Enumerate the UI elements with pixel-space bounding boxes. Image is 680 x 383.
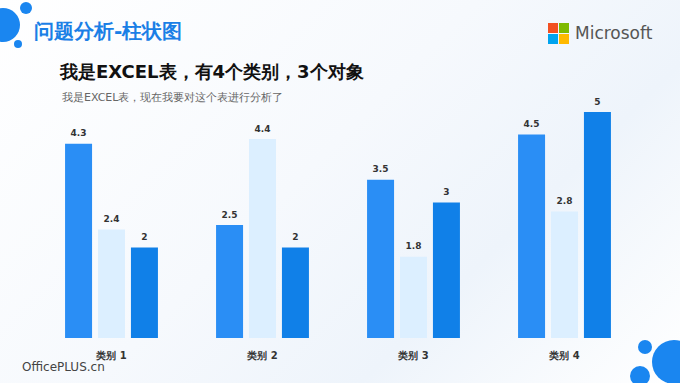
html-text:问题分析-柱状图: 问题分析-柱状图 [34,19,183,43]
svg-text:类别 1: 类别 1 [95,350,126,361]
svg-text:类别 3: 类别 3 [397,350,428,361]
svg-text:4.5: 4.5 [524,119,540,129]
svg-text:2.8: 2.8 [557,196,573,206]
svg-text:4.4: 4.4 [255,124,271,134]
svg-text:类别 4: 类别 4 [548,350,579,361]
html-text:我是EXCEL表，现在我要对这个表进行分析了: 我是EXCEL表，现在我要对这个表进行分析了 [62,91,284,104]
html-text:OfficePLUS.cn: OfficePLUS.cn [22,360,105,374]
svg-text:5: 5 [594,97,600,107]
svg-text:2: 2 [292,232,298,242]
svg-text:2.5: 2.5 [222,210,238,220]
svg-text:4.3: 4.3 [71,128,87,138]
svg-text:3: 3 [443,187,449,197]
svg-text:2: 2 [141,232,147,242]
svg-text:2.4: 2.4 [104,214,120,224]
html-text:Microsoft: Microsoft [575,23,653,43]
svg-text:类别 2: 类别 2 [246,350,277,361]
svg-text:1.8: 1.8 [406,241,422,251]
html-text:我是EXCEL表，有4个类别，3个对象: 我是EXCEL表，有4个类别，3个对象 [60,61,364,82]
svg-text:3.5: 3.5 [373,164,389,174]
